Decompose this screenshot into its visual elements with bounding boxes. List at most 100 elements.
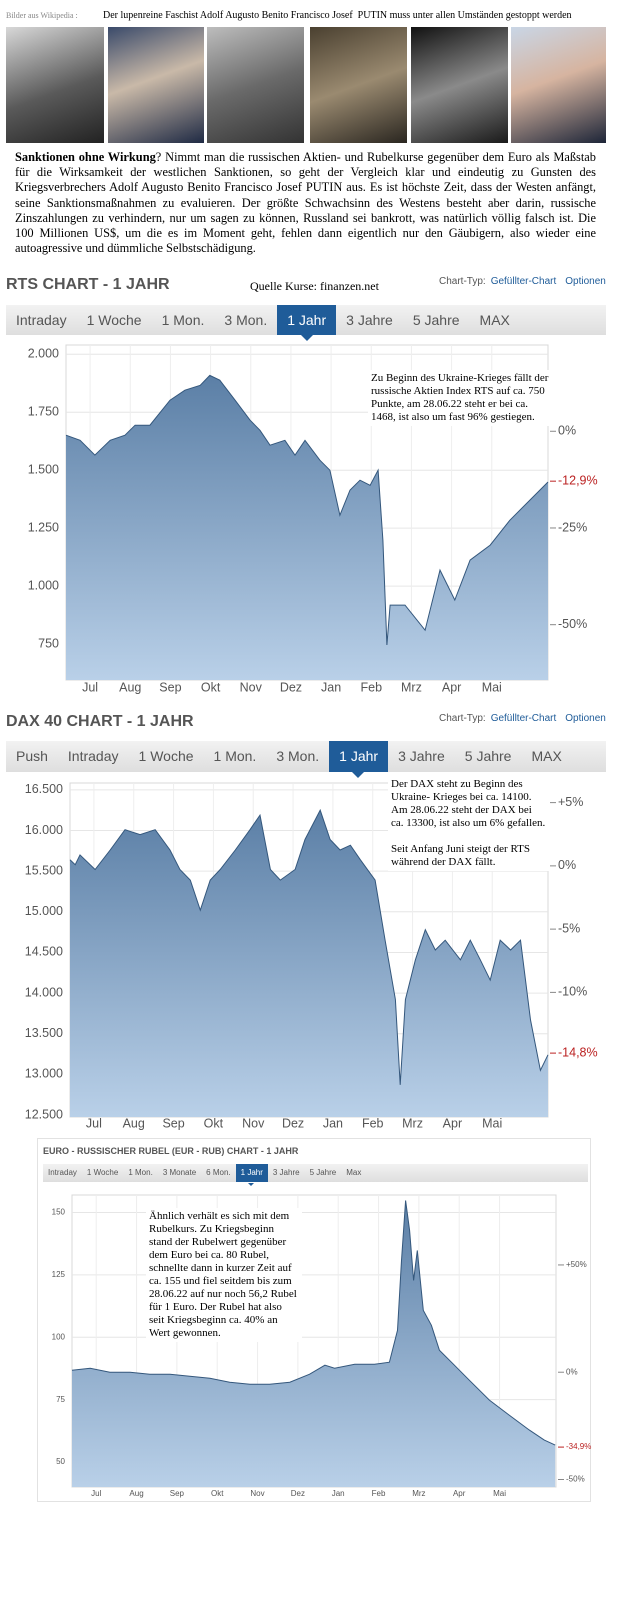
range-tab[interactable]: 3 Jahre (272, 1168, 300, 1177)
x-tick-label: Mai (482, 680, 502, 694)
x-tick-label: Nov (242, 1116, 265, 1130)
chart-holder: 50 75 100 125 150 Jul Aug Sep Okt Nov Dez Jan Feb Mrz… (0, 1188, 626, 1508)
x-tick-label: Apr (442, 680, 461, 694)
y-tick-label: 14.500 (25, 945, 63, 959)
x-tick-label: Feb (372, 1489, 386, 1498)
range-tab[interactable]: Push (16, 748, 48, 764)
article-lead: Sanktionen ohne Wirkung (15, 150, 156, 164)
line (71, 1200, 556, 1446)
range-tab[interactable]: 3 Mon. (276, 748, 320, 764)
chart: 50 75 100 125 150 Jul Aug Sep Okt Nov Dez Jan Feb Mrz… (52, 1194, 591, 1498)
y2-tick-label: -50% (558, 617, 587, 631)
y-tick-label: 1.500 (28, 462, 59, 476)
chart-title: RTS CHART - 1 JAHR (6, 276, 170, 293)
x-tick-label: Jul (86, 1116, 102, 1130)
range-tab[interactable]: Intraday (67, 748, 119, 764)
range-tab[interactable]: 3 Monate (162, 1168, 197, 1177)
portrait (411, 27, 508, 143)
y2-tick-label: 0% (558, 858, 576, 872)
chart-title: DAX 40 CHART - 1 JAHR (6, 713, 194, 730)
range-tab[interactable]: 1 Jahr (277, 305, 337, 341)
range-tab[interactable]: 3 Mon. (224, 312, 268, 328)
x-tick-label: Dez (280, 680, 302, 694)
chart-type-link[interactable]: Gefüllter-Chart (490, 713, 557, 724)
area (72, 1200, 556, 1487)
x-tick-label: Jan (332, 1489, 345, 1498)
chart-type-label: Chart-Typ: (439, 713, 486, 724)
options-link[interactable]: Optionen (565, 276, 606, 287)
range-tab[interactable]: Max (346, 1168, 362, 1177)
x-tick-label: Mrz (402, 1116, 423, 1130)
y-tick-label: 1.750 (28, 405, 59, 419)
y2-tick-label: 0% (558, 424, 576, 438)
range-tab[interactable]: 5 Jahre (309, 1168, 337, 1177)
y-tick-label: 750 (38, 636, 59, 650)
article-text: Sanktionen ohne Wirkung? Nimmt man die r… (15, 150, 596, 256)
x-tick-label: Dez (291, 1489, 305, 1498)
range-tab[interactable]: 5 Jahre (464, 748, 512, 764)
y-tick-label: 75 (56, 1395, 65, 1404)
range-tab[interactable]: MAX (531, 748, 562, 764)
y-tick-label: 12.500 (25, 1107, 63, 1121)
y-tick-label: 150 (52, 1208, 66, 1217)
source-box: Quelle Kurse: finanzen.net (246, 278, 383, 295)
portrait (310, 27, 407, 143)
y2-tick-label: -5% (558, 921, 580, 935)
range-tab[interactable]: 1 Jahr (235, 1164, 268, 1186)
options-link[interactable]: Optionen (565, 713, 606, 724)
portrait (108, 27, 204, 143)
range-tab[interactable]: MAX (479, 312, 510, 328)
x-tick-label: Mrz (401, 680, 422, 694)
annotation: Zu Beginn des Ukraine-Krieges fällt der … (368, 370, 552, 426)
x-tick-label: Dez (282, 1116, 304, 1130)
range-tab[interactable]: Intraday (16, 312, 67, 328)
chart-holder: 12.500 13.000 13.500 14.000 14.500 15.000 15.5… (0, 775, 626, 1135)
y-tick-label: 2.000 (28, 347, 59, 361)
tab-pointer (352, 772, 365, 779)
y-tick-label: 1.250 (28, 520, 59, 534)
chart-body: 50 75 100 125 150 Jul Aug Sep Okt Nov Dez Jan Feb Mrz… (52, 1194, 591, 1498)
x-tick-label: Sep (159, 680, 181, 694)
tab-pointer (300, 335, 313, 341)
x-tick-label: Mrz (412, 1489, 425, 1498)
chart-options: Chart-Typ: Gefüllter-Chart Optionen (439, 713, 606, 724)
x-tick-label: Jan (321, 680, 341, 694)
y2-tick-label: 0% (566, 1367, 578, 1376)
range-tab[interactable]: 6 Mon. (206, 1168, 231, 1177)
x-tick-label: Aug (123, 1116, 145, 1130)
range-tab[interactable]: 1 Woche (138, 748, 194, 764)
y-tick-label: 100 (52, 1332, 66, 1341)
range-tab[interactable]: 3 Jahre (398, 748, 445, 764)
range-tab[interactable]: 5 Jahre (412, 312, 460, 328)
range-tab[interactable]: 1 Woche (86, 1168, 119, 1177)
y2-tick-label: -25% (558, 520, 587, 534)
y-tick-label: 15.000 (25, 904, 63, 918)
y-tick-label: 125 (52, 1270, 66, 1279)
y-tick-label: 13.500 (25, 1026, 63, 1040)
range-tab[interactable]: Intraday (48, 1168, 77, 1177)
x-tick-label: Jul (82, 680, 98, 694)
article-body: ? Nimmt man die russischen Aktien- und R… (15, 150, 597, 256)
chart-type-link[interactable]: Gefüllter-Chart (490, 276, 557, 287)
x-tick-label: Sep (162, 1116, 184, 1130)
x-tick-label: Jul (91, 1489, 101, 1498)
x-tick-label: Feb (360, 680, 382, 694)
x-tick-label: Sep (170, 1489, 185, 1498)
range-tab[interactable]: 1 Mon. (213, 748, 257, 764)
range-tab[interactable]: 1 Mon. (161, 312, 205, 328)
headline: Der lupenreine Faschist Adolf Augusto Be… (103, 10, 572, 21)
chart-frame (37, 1138, 591, 1502)
annotation: Der DAX steht zu Beginn des Ukraine- Kri… (388, 776, 550, 871)
x-tick-label: Mai (493, 1489, 506, 1498)
source-note: Bilder aus Wikipedia : (6, 11, 78, 20)
area (66, 375, 548, 680)
range-tab[interactable]: 3 Jahre (346, 312, 393, 328)
y2-tick-label: +5% (558, 795, 583, 809)
range-tab[interactable]: 1 Jahr (329, 741, 389, 779)
y2-tick-label: +50% (566, 1260, 587, 1269)
range-tab[interactable]: 1 Woche (86, 312, 142, 328)
range-tab[interactable]: 1 Mon. (128, 1168, 153, 1177)
y-tick-label: 14.000 (25, 985, 63, 999)
x-tick-label: Apr (443, 1116, 462, 1130)
y-tick-label: 13.000 (25, 1067, 63, 1081)
